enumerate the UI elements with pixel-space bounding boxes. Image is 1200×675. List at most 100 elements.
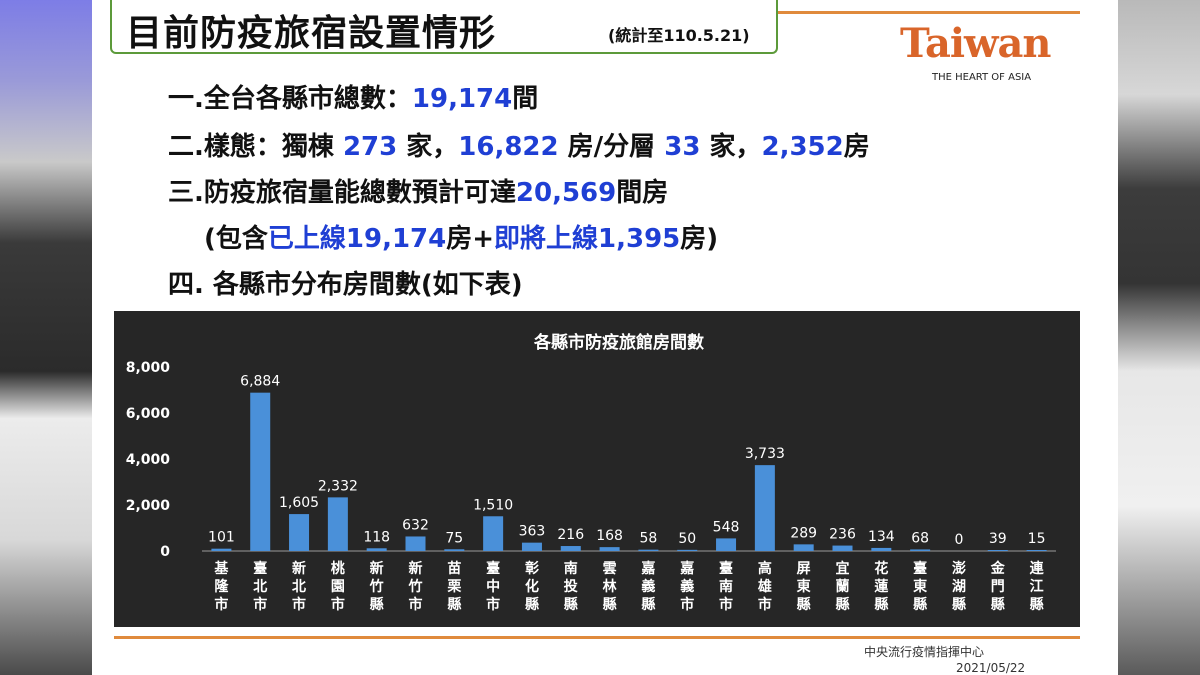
- data-label: 50: [678, 531, 696, 547]
- bar-新竹縣: [366, 548, 387, 551]
- blurred-background-right: [1118, 0, 1200, 675]
- bullet-1: 一.全台各縣市總數：19,174間: [168, 78, 538, 115]
- x-tick-label: 澎湖縣: [952, 560, 966, 613]
- x-tick-char: 南: [564, 560, 578, 577]
- x-tick-char: 彰: [525, 560, 539, 577]
- x-tick-char: 苗: [447, 560, 461, 577]
- x-tick-char: 嘉: [640, 560, 655, 577]
- bar-新竹市: [405, 536, 426, 551]
- x-tick-char: 市: [214, 596, 228, 613]
- slide-title: 目前防疫旅宿設置情形: [126, 13, 497, 54]
- data-label: 1,605: [279, 495, 319, 511]
- x-tick-char: 花: [874, 560, 888, 577]
- bullet-text-run: 間: [512, 84, 539, 114]
- x-tick-char: 市: [680, 596, 694, 613]
- data-label: 15: [1028, 531, 1046, 547]
- x-tick-char: 東: [913, 578, 927, 595]
- data-label: 363: [519, 524, 546, 540]
- x-tick-char: 東: [797, 578, 811, 595]
- bullet-3: 三.防疫旅宿量能總數預計可達20,569間房: [168, 172, 668, 209]
- bullet-text-run: 四. 各縣市分布房間數(如下表): [168, 270, 523, 300]
- data-label: 75: [445, 530, 463, 546]
- data-label: 39: [989, 531, 1007, 547]
- x-tick-char: 湖: [952, 579, 966, 595]
- y-tick-label: 2,000: [126, 498, 171, 514]
- x-tick-label: 雲林縣: [603, 560, 617, 613]
- x-tick-char: 高: [758, 560, 772, 577]
- data-label: 236: [829, 527, 856, 543]
- x-tick-label: 彰化縣: [525, 560, 539, 613]
- y-tick-label: 8,000: [126, 360, 171, 376]
- bar-臺中市: [483, 516, 504, 551]
- x-tick-char: 宜: [836, 560, 850, 577]
- bar-宜蘭縣: [832, 545, 853, 551]
- data-label: 118: [363, 529, 390, 545]
- slide: 目前防疫旅宿設置情形 (統計至110.5.21) Taiwan THE HEAR…: [92, 0, 1118, 675]
- x-tick-label: 臺北市: [253, 560, 267, 613]
- x-tick-label: 新竹縣: [369, 560, 384, 613]
- x-tick-char: 市: [331, 596, 345, 613]
- bar-嘉義市: [677, 549, 698, 551]
- x-tick-char: 北: [253, 579, 267, 595]
- bar-臺南市: [716, 538, 737, 551]
- x-tick-char: 市: [719, 596, 733, 613]
- data-label: 632: [402, 517, 429, 533]
- bullet-text-run: 家，: [700, 132, 762, 162]
- x-tick-char: 嘉: [679, 560, 694, 577]
- x-tick-char: 竹: [408, 578, 423, 595]
- x-tick-label: 花蓮縣: [874, 560, 888, 613]
- bullet-text-run: 即將上線1,395: [494, 224, 681, 254]
- bullet-text-run: 19,174: [411, 84, 513, 114]
- bottom-divider: [114, 636, 1080, 639]
- x-tick-char: 澎: [952, 560, 966, 577]
- bar-嘉義縣: [638, 549, 659, 551]
- bullet-text-run: 間房: [616, 178, 669, 208]
- bar-南投縣: [560, 546, 581, 551]
- blurred-background-left: [0, 0, 92, 675]
- x-tick-char: 市: [409, 596, 423, 613]
- data-label: 0: [954, 532, 963, 548]
- bar-臺東縣: [910, 549, 931, 551]
- x-tick-char: 新: [292, 560, 306, 577]
- data-label: 6,884: [240, 374, 280, 390]
- x-tick-label: 南投縣: [564, 560, 578, 613]
- bullet-text-run: 273: [342, 132, 398, 162]
- bullet-text-run: 33: [664, 132, 701, 162]
- bullet-text-run: 房): [680, 224, 719, 254]
- bullet-text-run: (包含: [204, 224, 268, 254]
- x-tick-char: 隆: [214, 578, 229, 595]
- x-tick-char: 園: [331, 579, 345, 595]
- x-tick-char: 義: [641, 578, 655, 595]
- x-tick-char: 縣: [525, 596, 539, 613]
- x-tick-char: 縣: [603, 596, 617, 613]
- bar-chart: 各縣市防疫旅館房間數 0 2,000 4,000 6,000 8,000 101 基隆市 6,8…: [126, 332, 1056, 613]
- logo-tagline: THE HEART OF ASIA: [932, 72, 1032, 83]
- x-tick-char: 臺: [486, 560, 500, 577]
- x-tick-char: 市: [758, 596, 772, 613]
- bullet-text-run: 20,569: [515, 178, 617, 208]
- x-tick-char: 投: [564, 579, 578, 595]
- x-tick-char: 林: [603, 578, 617, 595]
- x-tick-label: 苗栗縣: [447, 560, 462, 613]
- data-label: 3,733: [745, 446, 785, 462]
- x-tick-char: 縣: [991, 596, 1005, 613]
- y-tick-label: 4,000: [126, 452, 171, 468]
- bar-屏東縣: [793, 544, 814, 551]
- bullet-text-run: 一.全台各縣市總數：: [168, 84, 412, 114]
- data-label: 216: [557, 527, 584, 543]
- bullet-text-run: 已上線19,174: [267, 224, 447, 254]
- x-tick-char: 新: [409, 560, 423, 577]
- bullet-4: 四. 各縣市分布房間數(如下表): [168, 264, 523, 301]
- bullet-2: 二.樣態：獨棟 273 家，16,822 房/分層 33 家，2,352房: [168, 126, 870, 163]
- x-tick-char: 北: [292, 579, 306, 595]
- x-tick-char: 蘭: [836, 578, 850, 595]
- x-tick-label: 屏東縣: [797, 561, 811, 613]
- bar-苗栗縣: [444, 549, 465, 551]
- bar-連江縣: [1026, 550, 1047, 551]
- x-tick-char: 縣: [641, 596, 655, 613]
- x-tick-label: 臺東縣: [913, 560, 927, 613]
- bullet-text-run: 房+: [446, 224, 495, 254]
- bar-金門縣: [987, 550, 1008, 551]
- bar-雲林縣: [599, 547, 620, 551]
- x-tick-label: 新竹市: [408, 560, 423, 613]
